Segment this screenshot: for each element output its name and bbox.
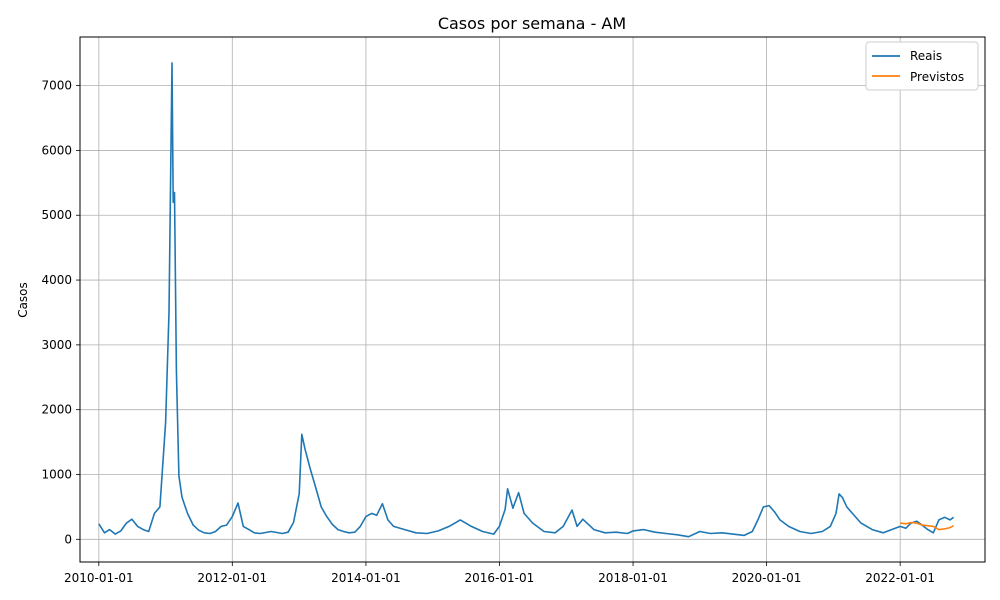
y-tick-label: 4000	[41, 273, 72, 287]
chart-title: Casos por semana - AM	[438, 14, 626, 33]
legend: Reais Previstos	[865, 41, 979, 91]
y-tick-label: 7000	[41, 79, 72, 93]
y-axis-label: Casos	[16, 282, 30, 318]
y-tick-label: 5000	[41, 208, 72, 222]
x-axis-ticks: 2010-01-01 2012-01-01 2014-01-01 2016-01-01…	[64, 562, 935, 585]
legend-label-reais: Reais	[910, 49, 942, 63]
x-tick-label: 2012-01-01	[197, 571, 267, 585]
legend-box	[865, 41, 979, 91]
x-tick-label: 2014-01-01	[331, 571, 401, 585]
y-tick-label: 2000	[41, 403, 72, 417]
series-layer	[98, 62, 955, 538]
x-tick-label: 2022-01-01	[865, 571, 935, 585]
series-line-reais	[98, 62, 955, 538]
plot-frame	[79, 36, 986, 563]
grid	[80, 37, 985, 562]
y-tick-label: 1000	[41, 468, 72, 482]
y-tick-label: 0	[64, 532, 72, 546]
y-tick-label: 3000	[41, 338, 72, 352]
legend-label-previstos: Previstos	[910, 70, 964, 84]
x-tick-label: 2016-01-01	[465, 571, 535, 585]
x-tick-label: 2020-01-01	[732, 571, 802, 585]
x-tick-label: 2018-01-01	[598, 571, 668, 585]
y-axis-ticks: 0 1000 2000 3000 4000 5000 6000 7000	[41, 79, 80, 546]
series-line-previstos	[900, 521, 954, 531]
x-tick-label: 2010-01-01	[64, 571, 134, 585]
y-tick-label: 6000	[41, 143, 72, 157]
